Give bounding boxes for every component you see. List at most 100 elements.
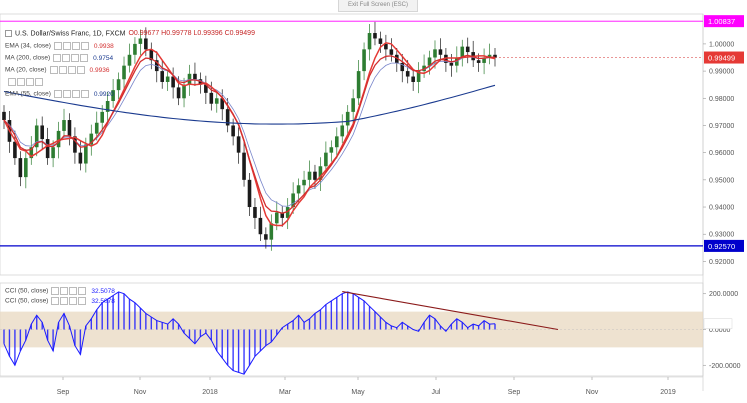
- candle-body: [18, 158, 23, 178]
- candle-body: [373, 33, 377, 39]
- candle-body: [356, 71, 361, 99]
- legend-controls-icon[interactable]: [53, 54, 89, 62]
- candle-body: [264, 234, 268, 240]
- legend-value: 0.9938: [93, 42, 114, 50]
- price-tick-label: 0.97000: [709, 123, 734, 130]
- candle-body: [449, 62, 454, 66]
- price-tick-label: 0.92000: [709, 259, 734, 266]
- candle-body: [40, 125, 44, 140]
- candle-body: [405, 71, 410, 77]
- cci-trendline: [342, 291, 559, 331]
- legend-controls-icon[interactable]: [51, 297, 87, 305]
- legend-ema55[interactable]: EMA (55, close) 0.9920: [5, 90, 114, 100]
- ema34-line: [3, 54, 496, 214]
- candle-body: [165, 76, 170, 82]
- time-tick-label: Nov: [134, 389, 147, 396]
- price-tick-label: 1.00000: [709, 41, 734, 48]
- exit-fullscreen-button[interactable]: Exit Full Screen (ESC): [338, 0, 418, 12]
- candle-body: [236, 136, 241, 153]
- candle-body: [171, 76, 175, 88]
- ohlc-values: O0.99677 H0.99778 L0.99396 C0.99499: [128, 30, 255, 38]
- legend-controls-icon[interactable]: [8, 78, 44, 86]
- legend-value: 0.9920: [93, 90, 114, 98]
- cci-line: [3, 291, 496, 375]
- legend-controls-icon[interactable]: [49, 66, 86, 74]
- candle-body: [351, 98, 355, 112]
- candle-body: [149, 49, 154, 61]
- level-badge: [704, 15, 744, 28]
- candle-body: [280, 212, 285, 218]
- legend-controls-icon[interactable]: [51, 287, 87, 295]
- ma200-line: [3, 84, 496, 125]
- candle-body: [45, 139, 50, 159]
- legend-label: CCI (50, close): [5, 287, 49, 295]
- candle-body: [144, 38, 148, 50]
- candle-body: [2, 111, 6, 121]
- candle-body: [465, 46, 470, 53]
- legend-ema34[interactable]: EMA (34, close) 0.9938: [5, 42, 114, 52]
- price-tick-label: 0.98000: [709, 96, 734, 103]
- candle-body: [62, 120, 66, 131]
- legend-ma200[interactable]: MA (200, close) 0.9754: [5, 54, 113, 64]
- candle-body: [482, 57, 486, 63]
- time-tick-label: Sep: [57, 389, 70, 396]
- candle-body: [367, 33, 372, 50]
- price-tick-label: 0.96000: [709, 150, 734, 157]
- candle-body: [84, 144, 88, 164]
- legend-cci-1[interactable]: CCI (50, close) 32.5078: [5, 287, 115, 297]
- candle-body: [274, 212, 279, 224]
- candle-body: [416, 71, 421, 82]
- candle-body: [340, 125, 345, 137]
- candle-body: [296, 185, 301, 194]
- candle-body: [493, 54, 497, 58]
- candle-body: [78, 152, 83, 164]
- candle-body: [24, 158, 28, 178]
- candle-body: [411, 76, 415, 82]
- candle-body: [193, 73, 197, 80]
- candle-body: [105, 101, 110, 112]
- time-tick-label: Jul: [432, 389, 441, 396]
- candle-body: [438, 49, 443, 55]
- candle-body: [384, 43, 388, 50]
- candle-body: [116, 79, 121, 91]
- time-tick-label: Nov: [586, 389, 599, 396]
- candle-body: [307, 171, 312, 180]
- candle-body: [302, 179, 306, 186]
- candle-body: [362, 49, 366, 72]
- candle-body: [29, 147, 34, 159]
- level-badge: [704, 239, 744, 252]
- price-tick-label: 0.94000: [709, 205, 734, 212]
- candle-body: [94, 122, 99, 134]
- candle-body: [111, 90, 115, 101]
- legend-controls-icon[interactable]: [53, 90, 90, 98]
- candle-body: [127, 54, 132, 66]
- time-tick-label: Sep: [508, 389, 521, 396]
- current-price-label: 0.99499: [708, 54, 735, 63]
- candle-body: [433, 49, 437, 58]
- candle-body: [247, 179, 252, 208]
- candle-body: [100, 111, 104, 123]
- legend-cci-2[interactable]: CCI (50, close) 32.5078: [5, 297, 115, 307]
- candle-body: [133, 43, 137, 55]
- level-label: 1.00837: [708, 17, 735, 26]
- candle-body: [182, 84, 186, 99]
- candle-body: [476, 60, 481, 63]
- cci-tick-label: 200.0000: [709, 291, 738, 298]
- collapse-icon[interactable]: [5, 30, 12, 37]
- time-tick-label: Mar: [279, 389, 292, 396]
- candle-body: [444, 54, 448, 63]
- candle-body: [34, 125, 39, 148]
- legend-label: EMA (55, close): [5, 90, 51, 98]
- candle-body: [460, 46, 465, 58]
- candle-body: [253, 207, 257, 218]
- price-tick-label: 0.95000: [709, 177, 734, 184]
- cci-tick-label: 0.0000: [709, 327, 731, 334]
- legend-hidden[interactable]: [5, 78, 44, 88]
- candle-body: [67, 120, 72, 137]
- legend-ma20[interactable]: MA (20, close) 0.9936: [5, 66, 109, 76]
- candle-body: [389, 49, 394, 55]
- legend-controls-icon[interactable]: [53, 42, 90, 50]
- candle-body: [160, 71, 165, 82]
- candle-body: [313, 171, 317, 180]
